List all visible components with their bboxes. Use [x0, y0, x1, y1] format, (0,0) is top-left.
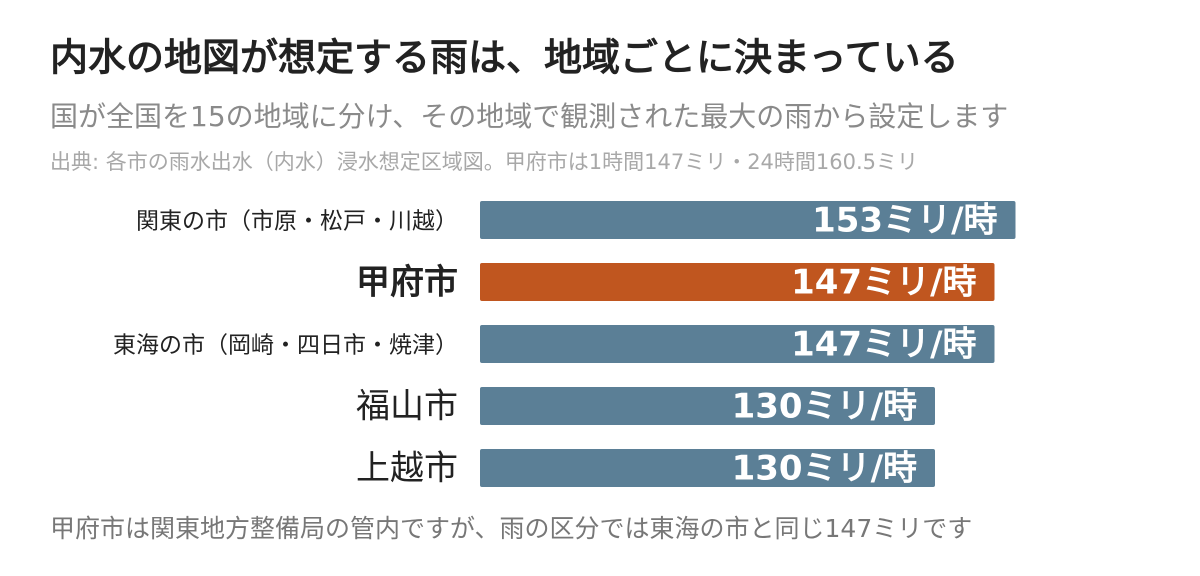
- bar: [480, 263, 995, 301]
- value-label: 153ミリ/時: [812, 201, 997, 241]
- bar: [480, 449, 935, 487]
- value-label: 130ミリ/時: [732, 387, 917, 427]
- chart-note: 甲府市は関東地方整備局の管内ですが、雨の区分では東海の市と同じ147ミリです: [50, 514, 972, 543]
- value-label: 130ミリ/時: [732, 449, 917, 489]
- category-label: 関東の市（市原・松戸・川越）: [136, 209, 458, 235]
- bar: [480, 325, 995, 363]
- category-label: 上越市: [356, 449, 458, 489]
- bar: [480, 201, 1016, 239]
- value-label: 147ミリ/時: [791, 263, 976, 303]
- category-label: 福山市: [356, 387, 458, 427]
- category-label: 東海の市（岡崎・四日市・焼津）: [113, 333, 458, 359]
- chart-subtitle: 国が全国を15の地域に分け、その地域で観測された最大の雨から設定します: [50, 100, 1008, 133]
- chart-title: 内水の地図が想定する雨は、地域ごとに決まっている: [50, 36, 959, 80]
- chart-source: 出典: 各市の雨水出水（内水）浸水想定区域図。甲府市は1時間147ミリ・24時間…: [50, 150, 918, 174]
- category-label: 甲府市: [356, 263, 458, 303]
- bar: [480, 387, 935, 425]
- value-label: 147ミリ/時: [791, 325, 976, 365]
